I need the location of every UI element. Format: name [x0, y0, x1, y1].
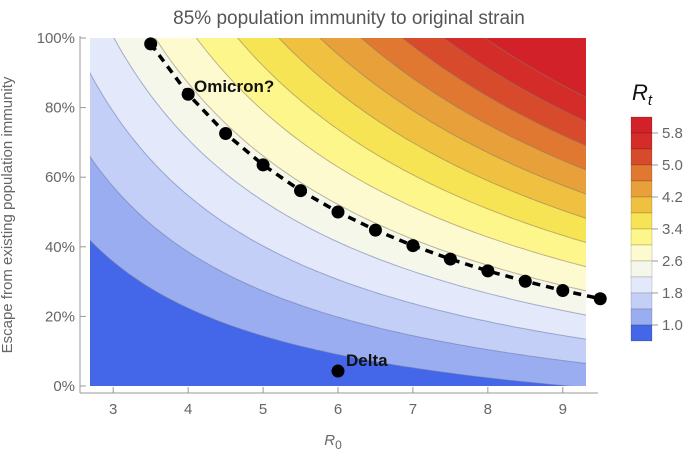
x-tick-label: 6	[334, 401, 342, 418]
legend-swatch	[630, 260, 653, 278]
contour-line	[236, 38, 586, 243]
chart-title: 85% population immunity to original stra…	[173, 8, 525, 29]
omicron-point	[556, 283, 570, 297]
legend-tick-label: 3.4	[662, 221, 683, 238]
legend-tick-label: 1.0	[662, 317, 683, 334]
legend-swatch	[630, 132, 653, 150]
legend-swatch	[630, 292, 653, 310]
contour-line	[90, 239, 574, 386]
legend-swatch	[630, 228, 653, 246]
x-tick-label: 4	[184, 401, 192, 418]
y-ticks: 0% 20% 40% 60% 80% 100%	[37, 30, 86, 395]
delta-series	[331, 364, 345, 378]
omicron-point	[219, 127, 233, 141]
omicron-point	[481, 264, 495, 278]
x-axis-label: R0	[324, 432, 342, 452]
legend-swatch	[630, 116, 653, 134]
legend-swatch	[630, 164, 653, 182]
contour-line	[90, 155, 586, 364]
legend-tick-label: 2.6	[662, 253, 683, 270]
x-tick-label: 9	[559, 401, 567, 418]
contour-line	[278, 38, 586, 219]
contour-line	[483, 38, 586, 98]
omicron-point	[443, 252, 457, 266]
y-tick-label: 0%	[53, 378, 75, 395]
omicron-point	[181, 87, 195, 101]
x-tick-label: 3	[109, 401, 117, 418]
contour-line	[401, 38, 586, 147]
delta-label: Delta	[346, 351, 388, 370]
delta-point	[331, 364, 345, 378]
legend-tick-label: 4.2	[662, 189, 683, 206]
legend-swatch	[630, 308, 653, 326]
x-tick-label: 5	[259, 401, 267, 418]
contour-line	[360, 38, 586, 171]
omicron-point	[518, 274, 532, 288]
legend-tick-label: 5.0	[662, 157, 683, 174]
y-tick-label: 100%	[37, 30, 75, 47]
legend-swatch	[630, 276, 653, 294]
contour-band	[90, 240, 569, 386]
y-tick-label: 20%	[45, 308, 75, 325]
omicron-point	[368, 223, 382, 237]
contour-line	[90, 71, 586, 340]
contour-line	[319, 38, 586, 195]
legend-tick-label: 5.8	[662, 125, 683, 142]
omicron-series	[144, 37, 607, 306]
legend-swatch	[630, 324, 653, 342]
legend-swatch	[630, 244, 653, 262]
omicron-point	[294, 184, 308, 198]
y-tick-label: 60%	[45, 169, 75, 186]
legend-swatch	[630, 196, 653, 214]
omicron-point	[256, 158, 270, 172]
omicron-point	[144, 37, 158, 51]
x-tick-label: 8	[484, 401, 492, 418]
legend-swatch	[630, 212, 653, 230]
omicron-point	[406, 239, 420, 253]
x-tick-label: 7	[409, 401, 417, 418]
x-ticks: 3 4 5 6 7 8 9	[109, 387, 567, 418]
legend-swatch	[630, 180, 653, 198]
y-tick-label: 80%	[45, 100, 75, 117]
legend-tick-label: 1.8	[662, 285, 683, 302]
y-tick-label: 40%	[45, 239, 75, 256]
omicron-point	[593, 292, 607, 306]
contour-line	[113, 38, 586, 316]
contour-line	[442, 38, 586, 123]
legend-title: Rt	[632, 80, 653, 109]
contour-line	[195, 38, 586, 268]
y-axis-label: Escape from existing population immunity	[0, 76, 16, 353]
legend-colorbar: 5.8 5.0 4.2 3.4 2.6 1.8 1.0	[630, 116, 683, 342]
legend-swatch	[630, 148, 653, 166]
contour-lines	[90, 38, 586, 386]
omicron-point	[331, 205, 345, 219]
contour-line	[154, 38, 586, 292]
omicron-label: Omicron?	[194, 77, 274, 96]
